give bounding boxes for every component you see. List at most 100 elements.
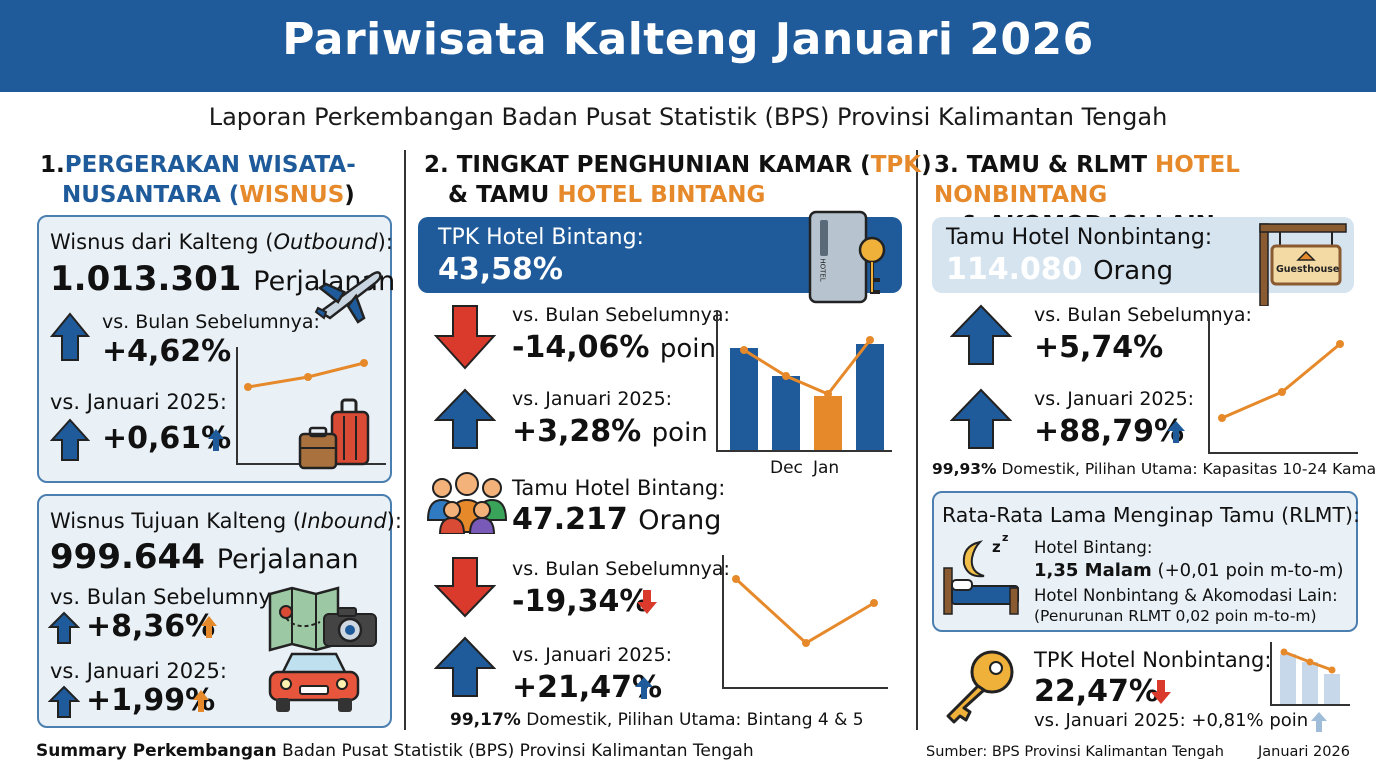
section-1-heading-line2: NUSANTARA ( [62,182,240,208]
guests-label: Tamu Hotel Bintang: [512,476,726,500]
up-arrow-icon [48,611,80,644]
guests-note: 99,17% Domestik, Pilihan Utama: Bintang … [450,710,864,730]
nb-guests-trend-line [1218,340,1344,422]
up-arrow-icon [48,685,80,718]
guests-mom-value: -19,34% [512,584,650,619]
outbound-mom-value: +4,62% [102,334,232,369]
outbound-label: Wisnus dari Kalteng (Outbound): [50,230,393,254]
footer-period: Januari 2026 [1258,744,1350,760]
nb-guests-value: 114.080 [946,252,1083,287]
nb-guests-mom-value: +5,74% [1034,330,1164,365]
tpk-nb-value: 22,47% [1034,674,1159,709]
outbound-mom-label: vs. Bulan Sebelumnya: [102,311,320,333]
inbound-yoy-value: +1,99% [86,683,216,718]
tpk-yoy-unit: poin [651,418,708,448]
nb-guests-note-text: Domestik, Pilihan Utama: Kapasitas 10-24… [1001,460,1376,478]
chart-label-jan: Jan [813,458,840,478]
outbound-trend-line [244,359,368,391]
tpk-bar-chart [716,310,892,452]
outbound-label-text: Wisnus dari Kalteng ( [50,230,274,254]
guests-value-row: 47.217 Orang [512,502,721,537]
sleep-zz-2: z [1002,531,1009,544]
footer-summary: Summary Perkembangan Badan Pusat Statist… [36,741,754,761]
rlmt-line2: 1,35 Malam (+0,01 poin m-to-m) [1034,560,1344,581]
column-divider [916,150,918,730]
tpk-yoy-label: vs. Januari 2025: [512,388,673,410]
footer-summary-bold: Summary Perkembangan [36,741,277,761]
small-down-arrow-icon [1151,680,1171,704]
rlmt-title: Rata-Rata Lama Menginap Tamu (RLMT): [942,503,1360,527]
guesthouse-sign-icon [1259,223,1347,306]
tpk-nb-mini-chart-marks [1280,648,1340,704]
footer-source: Sumber: BPS Provinsi Kalimantan Tengah [926,744,1224,760]
tpk-yoy-value: +3,28% [512,414,642,449]
tpk-bar [772,376,800,450]
section-3-heading-line1: 3. TAMU & RLMT [934,152,1156,178]
luggage-icon [298,398,370,470]
nb-guests-note: 99,93% Domestik, Pilihan Utama: Kapasita… [932,460,1376,478]
map-icon [268,586,340,652]
tpk-mom-unit: poin [659,334,716,364]
guests-yoy-value: +21,47% [512,670,663,705]
page-title: Pariwisata Kalteng Januari 2026 [282,14,1094,65]
section-2-heading-highlight-2: HOTEL BINTANG [557,182,766,208]
outbound-yoy-label: vs. Januari 2025: [50,390,227,414]
small-up-arrow-icon [208,429,224,451]
tpk-nb-bar [1324,674,1340,704]
tpk-nb-mini-chart [1270,642,1350,706]
section-1-heading-highlight: WISNUS [239,182,345,208]
car-icon [268,652,360,712]
inbound-value-row: 999.644 Perjalanan [50,537,359,577]
page-subtitle: Laporan Perkembangan Badan Pusat Statist… [208,103,1168,131]
tpk-label: TPK Hotel Bintang: [438,225,644,250]
guests-value: 47.217 [512,502,628,537]
guests-trend-chart [722,555,888,689]
up-arrow-icon [950,304,1012,365]
guests-trend-line [732,575,878,647]
up-arrow-icon [50,312,90,361]
down-arrow-icon [434,305,496,370]
nb-guests-unit: Orang [1093,256,1174,286]
outbound-value: 1.013.301 [50,259,242,299]
up-arrow-icon [950,388,1012,449]
nb-guests-note-percent: 99,93% [932,460,997,478]
tpk-mom-value: -14,06% [512,330,650,365]
tpk-nb-yoy: vs. Januari 2025: +0,81% poin [1034,710,1309,731]
tpk-mom-label: vs. Bulan Sebelumnya: [512,304,730,326]
inbound-unit: Perjalanan [216,544,359,575]
rlmt-card [932,491,1358,632]
section-1-heading-line1: PERGERAKAN WISATA- [64,152,356,178]
people-group-icon [426,472,508,534]
tpk-nb-bar [1302,662,1318,704]
up-arrow-icon [434,636,496,697]
footer-summary-text: Badan Pusat Statistik (BPS) Provinsi Kal… [282,741,754,761]
rlmt-line3: Hotel Nonbintang & Akomodasi Lain: [1034,586,1338,605]
sleep-zz: z [992,538,1001,556]
guests-yoy-label: vs. Januari 2025: [512,644,673,666]
section-2-heading: 2. TINGKAT PENGHUNIAN KAMAR (TPK) & TAMU… [424,150,932,210]
inbound-label-text: Wisnus Tujuan Kalteng ( [50,509,302,533]
chart-label-dec: Dec [770,458,803,478]
rlmt-line1: Hotel Bintang: [1034,538,1153,557]
section-2-heading-line2: & TAMU [448,182,558,208]
inbound-mom-value: +8,36% [86,609,216,644]
tpk-nb-label: TPK Hotel Nonbintang: [1034,648,1272,672]
bed-moon-icon [943,540,1019,615]
inbound-label: Wisnus Tujuan Kalteng (Inbound): [50,509,402,533]
section-2-heading-end: ) [921,152,932,178]
inbound-label-end: ): [386,509,402,533]
tpk-bar [814,396,842,450]
section-number: 1. [40,152,65,178]
section-2-heading-highlight: TPK [870,152,922,178]
section-1-heading-end: ) [344,182,355,208]
small-up-arrow-icon [635,677,653,699]
tpk-mom-row: -14,06% poin [512,330,716,365]
inbound-label-italic: Inbound [301,509,387,533]
guests-note-text: Domestik, Pilihan Utama: Bintang 4 & 5 [526,710,864,730]
rlmt-bintang-value: 1,35 Malam [1034,560,1152,581]
tpk-bar [730,348,758,450]
nb-guests-mom-label: vs. Bulan Sebelumnya: [1034,304,1252,326]
tpk-yoy-row: +3,28% poin [512,414,708,449]
outbound-label-end: ): [377,230,393,254]
up-arrow-icon [434,388,496,449]
